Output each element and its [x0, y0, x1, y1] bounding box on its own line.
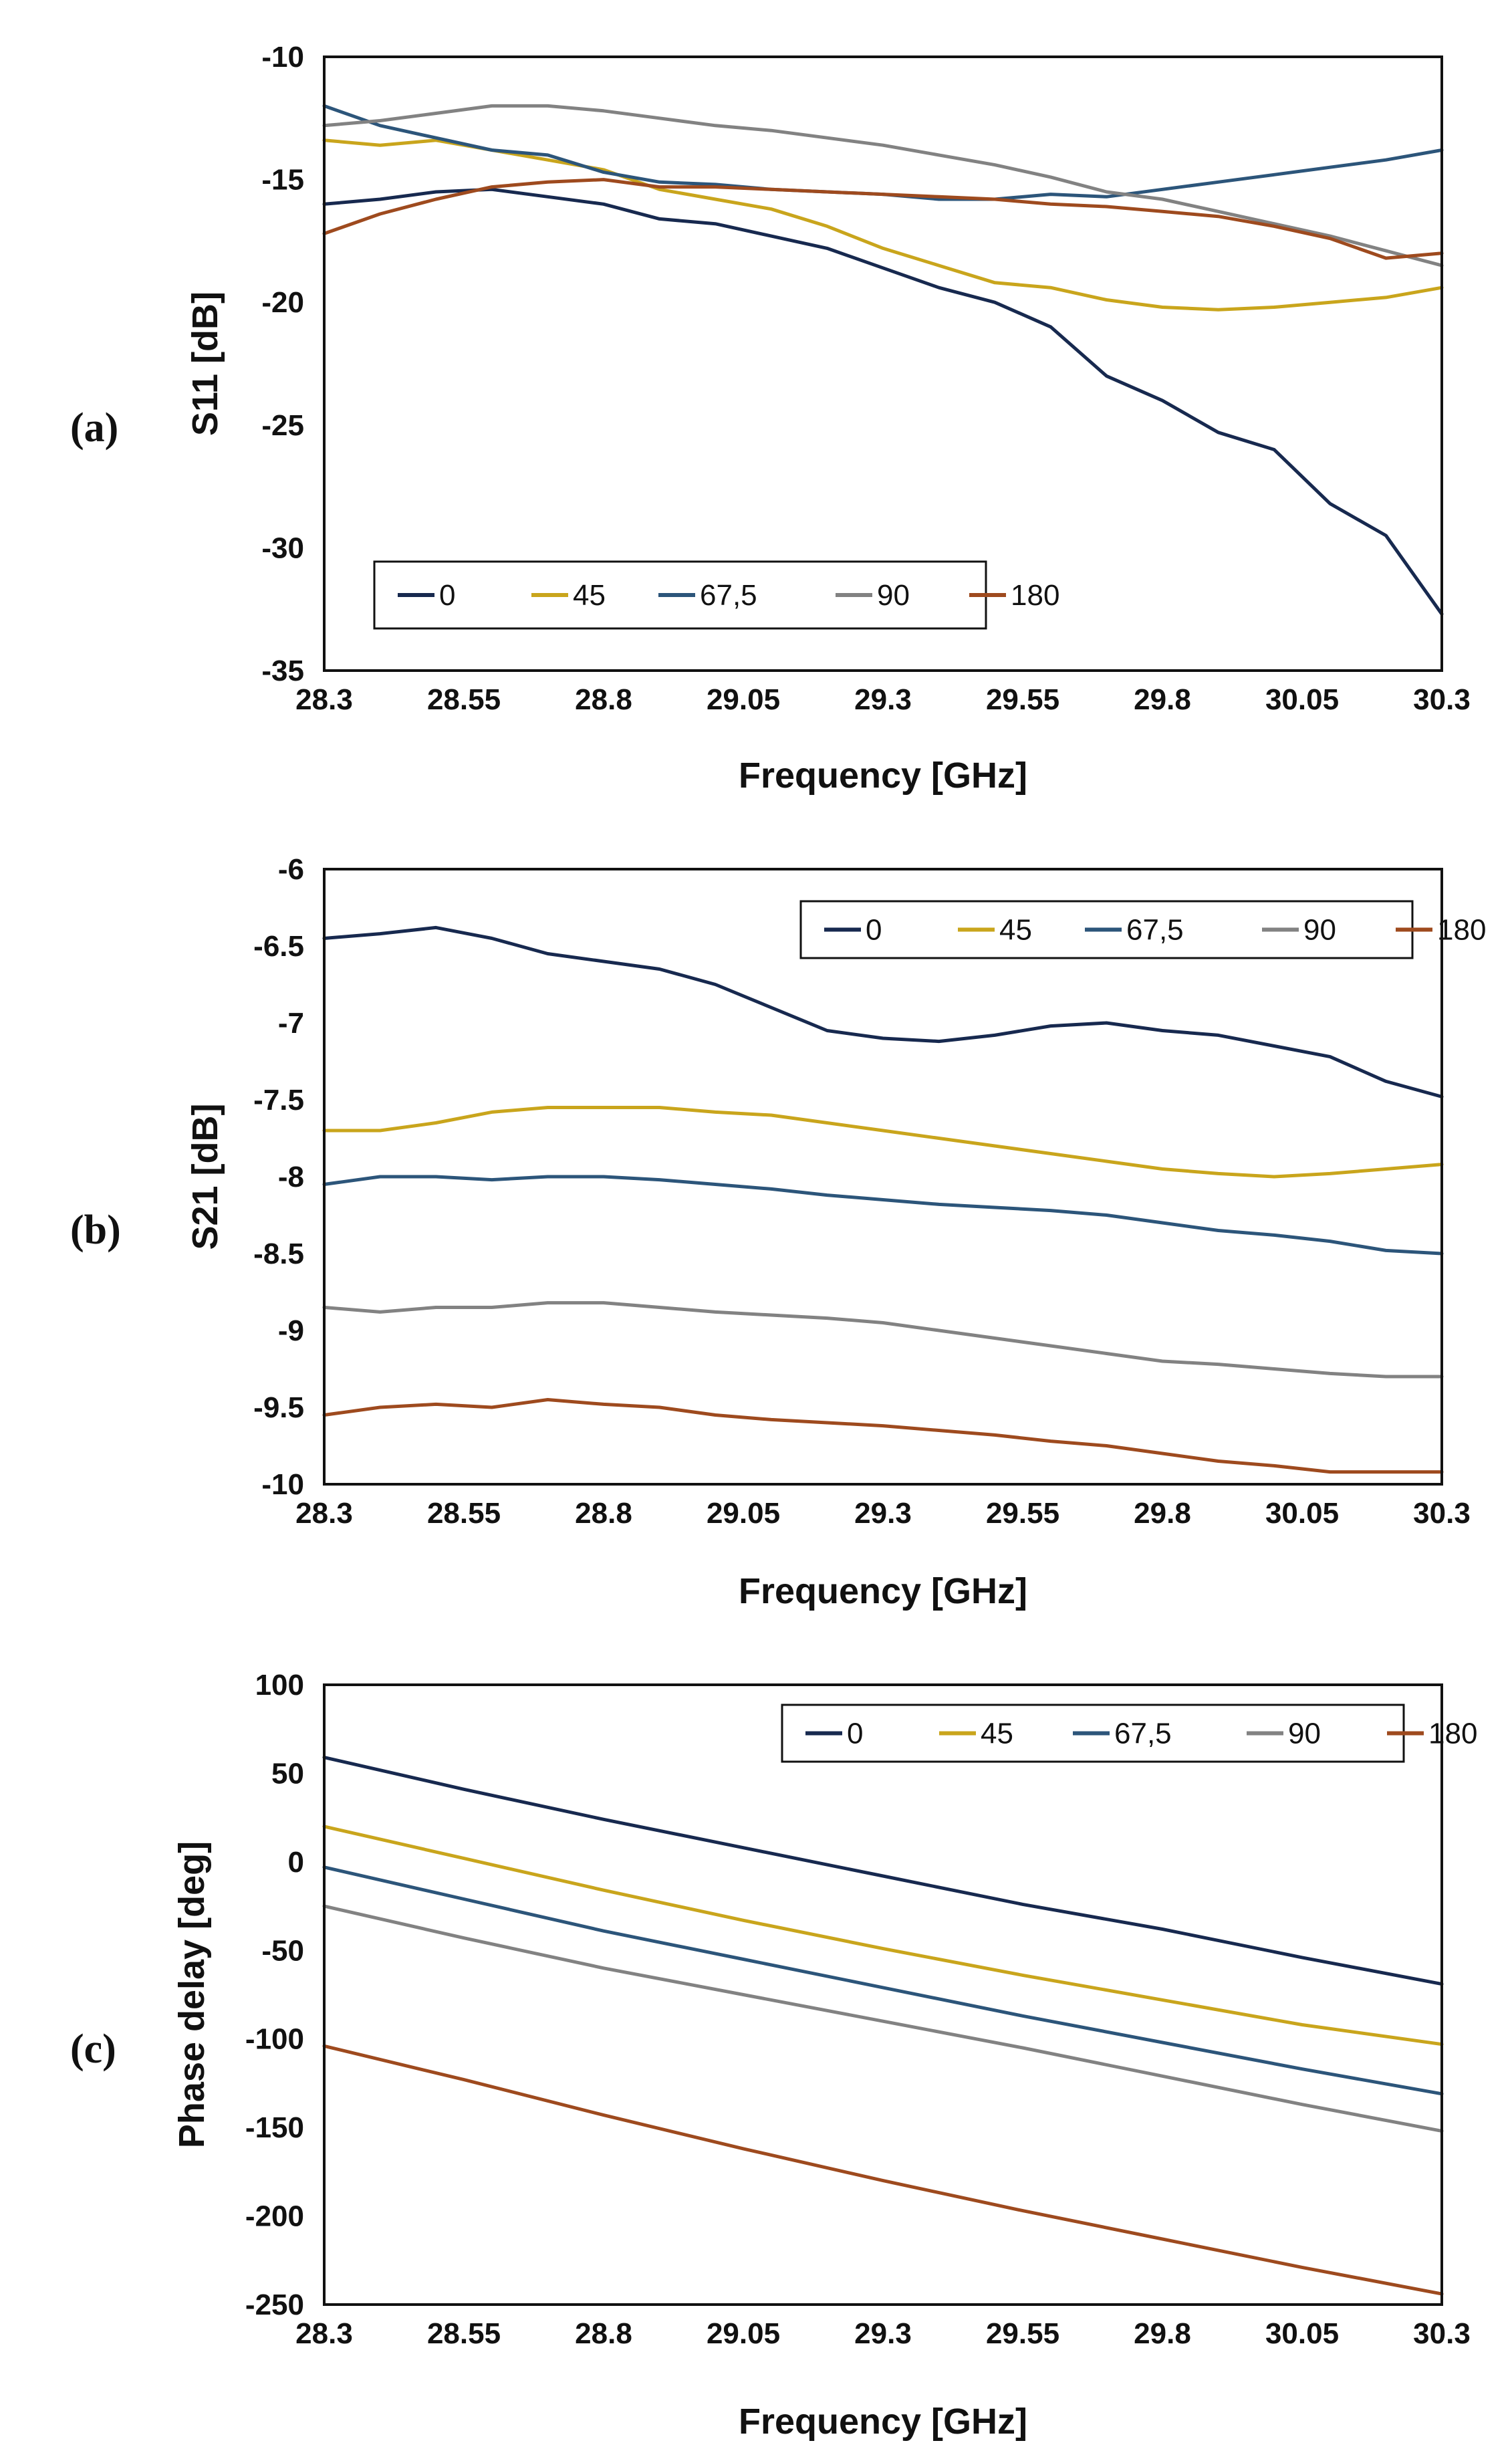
x-axis-title: Frequency [GHz] [739, 1571, 1027, 1611]
legend: 0 45 67,5 90 180 [781, 1704, 1477, 1763]
x-tick-label: 30.05 [1265, 2317, 1339, 2350]
x-tick-label: 29.8 [1134, 1497, 1191, 1530]
x-tick-label: 30.3 [1413, 2317, 1471, 2350]
x-tick-label: 29.55 [986, 2317, 1059, 2350]
panel-label: (b) [70, 1207, 121, 1253]
y-tick-label: 0 [288, 1846, 304, 1879]
legend-label-180: 180 [1011, 579, 1059, 612]
panel-label: (c) [70, 2026, 116, 2072]
legend-label-0: 0 [439, 579, 455, 612]
x-tick-label: 28.8 [575, 1497, 632, 1530]
x-tick-label: 29.8 [1134, 2317, 1191, 2350]
x-tick-label: 29.55 [986, 1497, 1059, 1530]
plot-frame [323, 1683, 1443, 2306]
x-tick-label: 30.3 [1413, 683, 1471, 716]
legend-label-67,5: 67,5 [1126, 914, 1184, 947]
x-tick-label: 29.3 [854, 683, 912, 716]
x-tick-label: 28.55 [427, 1497, 501, 1530]
x-tick-label: 29.05 [707, 1497, 780, 1530]
legend-label-0: 0 [866, 914, 882, 947]
series-line-0 [322, 925, 1444, 1098]
legend-label-0: 0 [847, 1718, 863, 1750]
x-axis-title: Frequency [GHz] [739, 755, 1027, 796]
x-tick-label: 28.8 [575, 683, 632, 716]
series-line-45 [322, 1825, 1444, 2046]
y-tick-label: -150 [245, 2111, 304, 2144]
y-tick-label: -9.5 [253, 1391, 304, 1424]
series-line-67,5 [322, 1865, 1444, 2096]
x-tick-label: 29.8 [1134, 683, 1191, 716]
series-line-180 [322, 178, 1444, 260]
y-tick-label: 100 [255, 1669, 304, 1702]
x-tick-label: 29.05 [707, 683, 780, 716]
plot-frame [323, 55, 1443, 672]
y-tick-label: 50 [271, 1757, 304, 1790]
y-tick-label: -8.5 [253, 1238, 304, 1270]
y-tick-label: -10 [261, 41, 304, 74]
legend-label-180: 180 [1437, 914, 1486, 947]
x-tick-label: 28.3 [295, 1497, 353, 1530]
y-tick-label: -7.5 [253, 1084, 304, 1117]
y-axis-title: S21 [dB] [185, 1103, 225, 1250]
legend-label-90: 90 [1303, 914, 1336, 947]
y-axis-title: Phase delay [deg] [172, 1841, 212, 2148]
y-tick-label: -8 [278, 1161, 304, 1193]
series-line-0 [322, 1756, 1444, 1986]
y-tick-label: -9 [278, 1314, 304, 1347]
x-tick-label: 28.55 [427, 2317, 501, 2350]
chart-panel-0: (a) 28.3 28.55 28.8 29.05 29.3 29.55 29.8 30.05 3… [70, 41, 1471, 796]
series-line-67,5 [322, 1175, 1444, 1256]
series-line-90 [322, 104, 1444, 267]
x-tick-label: 28.3 [295, 2317, 353, 2350]
legend-label-90: 90 [1288, 1718, 1321, 1750]
y-tick-label: -35 [261, 655, 304, 687]
legend-label-67,5: 67,5 [700, 579, 757, 612]
chart-panel-2: (c) 28.3 28.55 28.8 29.05 29.3 29.55 29.8 30.05 3… [70, 1669, 1477, 2442]
series-line-45 [322, 1106, 1444, 1179]
x-tick-label: 29.3 [854, 1497, 912, 1530]
legend-label-45: 45 [999, 914, 1032, 947]
y-tick-label: -50 [261, 1934, 304, 1967]
y-tick-label: -25 [261, 409, 304, 442]
y-tick-label: -100 [245, 2023, 304, 2056]
legend-box [781, 1704, 1405, 1763]
plot-frame [323, 868, 1443, 1486]
series-line-180 [322, 1398, 1444, 1474]
x-tick-label: 29.3 [854, 2317, 912, 2350]
y-tick-label: -200 [245, 2200, 304, 2233]
x-tick-label: 30.3 [1413, 1497, 1471, 1530]
legend-label-45: 45 [981, 1718, 1013, 1750]
x-tick-label: 30.05 [1265, 1497, 1339, 1530]
x-tick-label: 30.05 [1265, 683, 1339, 716]
series-line-67,5 [322, 104, 1444, 201]
panel-label: (a) [70, 405, 118, 451]
x-tick-label: 28.55 [427, 683, 501, 716]
y-tick-label: -30 [261, 532, 304, 564]
series-line-90 [322, 1904, 1444, 2133]
y-tick-label: -250 [245, 2289, 304, 2321]
y-tick-label: -6 [278, 853, 304, 886]
x-tick-label: 28.8 [575, 2317, 632, 2350]
x-axis-title: Frequency [GHz] [739, 2401, 1027, 2442]
legend-label-67,5: 67,5 [1114, 1718, 1172, 1750]
y-tick-label: -15 [261, 164, 304, 197]
legend-label-90: 90 [877, 579, 910, 612]
legend-label-45: 45 [573, 579, 606, 612]
y-axis-title: S11 [dB] [185, 291, 225, 436]
y-tick-label: -7 [278, 1007, 304, 1040]
x-tick-label: 28.3 [295, 683, 353, 716]
series-line-90 [322, 1301, 1444, 1379]
legend: 0 45 67,5 90 180 [799, 900, 1486, 959]
y-tick-label: -10 [261, 1468, 304, 1501]
x-tick-label: 29.05 [707, 2317, 780, 2350]
series-line-0 [322, 187, 1444, 616]
legend-label-180: 180 [1428, 1718, 1477, 1750]
legend: 0 45 67,5 90 180 [373, 560, 1059, 630]
y-tick-label: -6.5 [253, 930, 304, 963]
y-tick-label: -20 [261, 286, 304, 319]
x-tick-label: 29.55 [986, 683, 1059, 716]
series-line-180 [322, 2044, 1444, 2296]
chart-panel-1: (b) 28.3 28.55 28.8 29.05 29.3 29.55 29.8 30.05 3… [70, 853, 1486, 1611]
